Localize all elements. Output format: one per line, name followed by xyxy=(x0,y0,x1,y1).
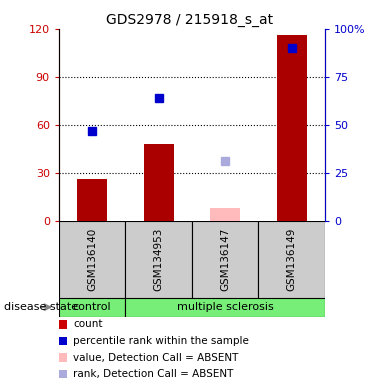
Bar xyxy=(192,221,258,298)
Text: GSM136149: GSM136149 xyxy=(287,227,297,291)
Bar xyxy=(59,353,67,362)
Text: count: count xyxy=(73,319,103,329)
Bar xyxy=(77,179,107,221)
Text: GDS2978 / 215918_s_at: GDS2978 / 215918_s_at xyxy=(106,13,274,27)
Text: control: control xyxy=(73,302,111,312)
Text: percentile rank within the sample: percentile rank within the sample xyxy=(73,336,249,346)
Text: GSM134953: GSM134953 xyxy=(154,227,164,291)
Bar xyxy=(258,221,325,298)
Bar xyxy=(125,298,325,317)
Text: GSM136140: GSM136140 xyxy=(87,228,97,291)
Text: disease state: disease state xyxy=(4,302,78,312)
Bar xyxy=(210,208,240,221)
Text: rank, Detection Call = ABSENT: rank, Detection Call = ABSENT xyxy=(73,369,233,379)
Bar xyxy=(59,298,125,317)
Bar xyxy=(59,337,67,345)
Text: GSM136147: GSM136147 xyxy=(220,227,230,291)
Bar xyxy=(59,320,67,329)
Bar xyxy=(59,370,67,378)
Text: multiple sclerosis: multiple sclerosis xyxy=(177,302,274,312)
Bar xyxy=(144,144,174,221)
Text: value, Detection Call = ABSENT: value, Detection Call = ABSENT xyxy=(73,353,238,362)
Bar xyxy=(125,221,192,298)
Bar xyxy=(277,35,307,221)
Bar xyxy=(59,221,125,298)
